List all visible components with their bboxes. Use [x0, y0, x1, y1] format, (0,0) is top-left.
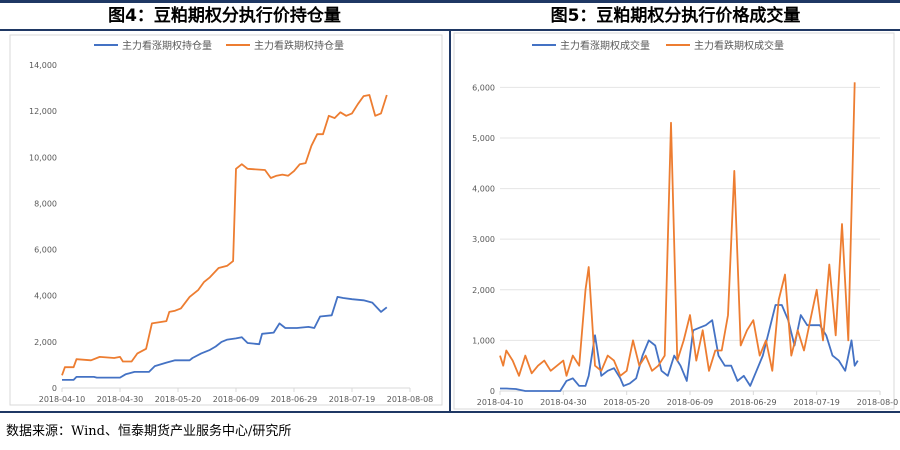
y-tick-label: 2,000	[34, 338, 57, 347]
x-tick-label: 2018-07-19	[329, 395, 376, 404]
legend-label: 主力看涨期权成交量	[560, 39, 650, 52]
x-tick-label: 2018-04-30	[97, 395, 144, 404]
chart-open-interest: 0 2,000 4,000 6,000 8,000 10,000 12,000 14,000 2…	[9, 34, 443, 406]
chart-panel-left: 0 2,000 4,000 6,000 8,000 10,000 12,000 14,000 2…	[2, 31, 448, 411]
series-line-put	[499, 82, 856, 377]
y-tick-label: 0	[52, 384, 57, 393]
x-tick-label: 2018-08-08	[857, 398, 898, 407]
chart-title-left: 图4：豆粕期权分执行价持仓量	[108, 6, 341, 26]
y-tick-label: 10,000	[29, 153, 57, 162]
y-tick-label: 4,000	[34, 292, 57, 301]
plot-frame	[453, 32, 895, 410]
y-tick-label: 14,000	[29, 61, 57, 70]
x-tick-label: 2018-06-29	[730, 398, 777, 407]
legend-label: 主力看跌期权持仓量	[254, 39, 344, 52]
legend-label: 主力看跌期权成交量	[694, 39, 784, 52]
x-tick-label: 2018-04-30	[540, 398, 587, 407]
top-rule	[0, 0, 900, 3]
x-tick-label: 2018-07-19	[793, 398, 840, 407]
x-tick-label: 2018-08-08	[387, 395, 434, 404]
x-tick-label: 2018-04-10	[39, 395, 86, 404]
chart-title-right: 图5：豆粕期权分执行价格成交量	[550, 6, 801, 26]
bottom-rule	[0, 411, 900, 413]
x-tick-label: 2018-06-09	[667, 398, 714, 407]
y-tick-label: 6,000	[34, 246, 57, 255]
chart-panel-right: 0 1,000 2,000 3,000 4,000 5,000 6,000 2018-04-1…	[452, 31, 900, 411]
x-tick-label: 2018-06-09	[213, 395, 260, 404]
series-line-call	[62, 295, 388, 381]
x-tick-label: 2018-05-20	[603, 398, 650, 407]
x-tick-label: 2018-06-29	[271, 395, 318, 404]
y-tick-label: 0	[490, 387, 495, 396]
y-tick-label: 5,000	[472, 134, 495, 143]
y-tick-label: 6,000	[472, 83, 495, 92]
y-tick-label: 3,000	[472, 235, 495, 244]
y-tick-label: 4,000	[472, 185, 495, 194]
y-tick-label: 2,000	[472, 286, 495, 295]
chart-volume: 0 1,000 2,000 3,000 4,000 5,000 6,000 2018-04-1…	[453, 32, 900, 410]
x-tick-label: 2018-05-20	[155, 395, 202, 404]
series-line-put	[61, 94, 388, 376]
plot-frame	[9, 34, 443, 406]
legend-label: 主力看涨期权持仓量	[122, 39, 212, 52]
panel-divider	[449, 29, 451, 411]
y-tick-label: 8,000	[34, 199, 57, 208]
x-tick-label: 2018-04-10	[477, 398, 524, 407]
y-tick-label: 1,000	[472, 336, 495, 345]
source-note: 数据来源：Wind、恒泰期货产业服务中心/研究所	[6, 424, 292, 439]
y-tick-label: 12,000	[29, 107, 57, 116]
series-line-call	[500, 304, 859, 392]
